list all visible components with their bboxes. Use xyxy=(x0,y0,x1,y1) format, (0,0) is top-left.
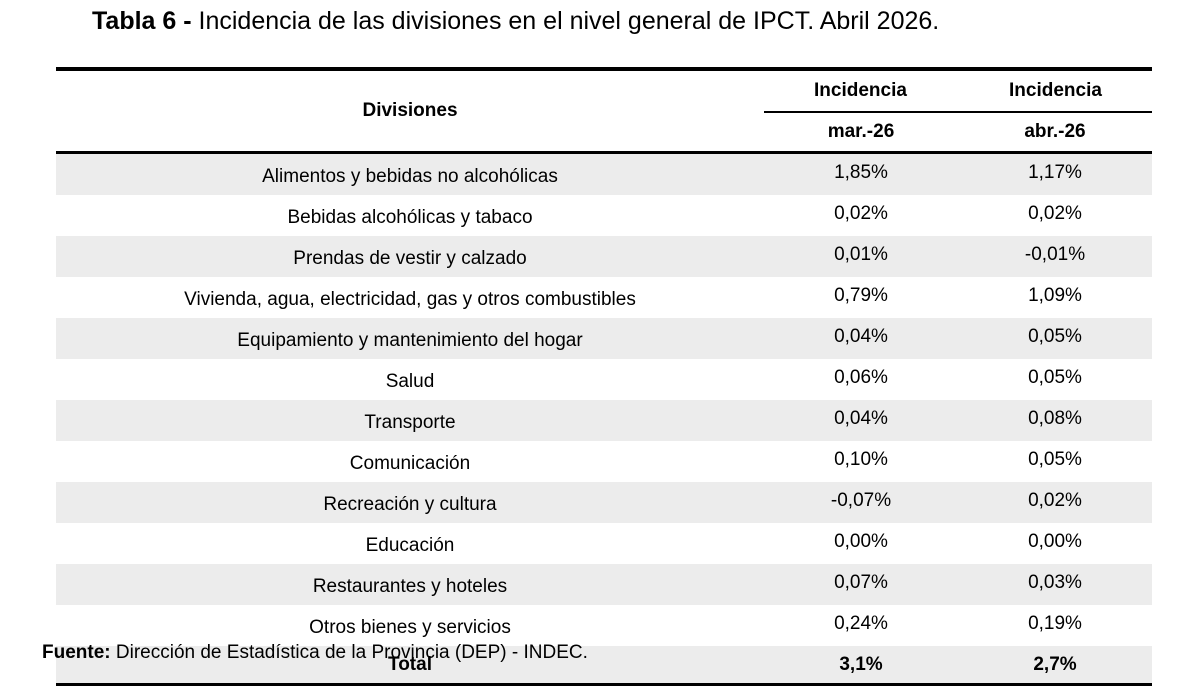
header-period-mar: mar.-26 xyxy=(827,121,895,142)
table-row: Salud 0,06% 0,05% xyxy=(56,359,1152,400)
division-cell: Salud xyxy=(385,371,435,392)
table-row: Prendas de vestir y calzado 0,01% -0,01% xyxy=(56,236,1152,277)
table-row: Comunicación 0,10% 0,05% xyxy=(56,441,1152,482)
table-row: Equipamiento y mantenimiento del hogar 0,… xyxy=(56,318,1152,359)
division-cell: Equipamiento y mantenimiento del hogar xyxy=(56,318,764,359)
source-text: Dirección de Estadística de la Provincia… xyxy=(110,642,588,663)
source-note: Fuente: Dirección de Estadística de la P… xyxy=(42,640,588,666)
header-incidencia-mar: Incidencia xyxy=(764,69,959,113)
header-period-abr: abr.-26 xyxy=(1024,121,1086,142)
table-header: Divisiones Incidencia Incidencia mar.-26… xyxy=(56,69,1152,153)
incidence-mar-cell: 0,01% xyxy=(764,236,958,277)
table-row: Restaurantes y hoteles 0,07% 0,03% xyxy=(56,564,1152,605)
division-cell: Bebidas alcohólicas y tabaco xyxy=(287,207,533,228)
incidence-table: Divisiones Incidencia Incidencia mar.-26… xyxy=(56,67,1152,686)
incidence-mar-cell: 0,04% xyxy=(764,400,958,441)
incidence-abr-cell: 0,00% xyxy=(1028,531,1082,552)
incidence-abr-cell: 0,05% xyxy=(1028,367,1082,388)
incidence-mar-cell: 0,79% xyxy=(834,285,888,306)
division-cell: Comunicación xyxy=(349,453,471,474)
incidence-abr-cell: 1,17% xyxy=(958,152,1152,195)
table-row: Educación 0,00% 0,00% xyxy=(56,523,1152,564)
incidence-mar-cell: -0,07% xyxy=(764,482,958,523)
incidence-abr-cell: 0,19% xyxy=(1028,613,1082,634)
table-title-text: Incidencia de las divisiones en el nivel… xyxy=(191,7,940,35)
table-row: Alimentos y bebidas no alcohólicas 1,85% 1… xyxy=(56,152,1152,195)
total-mar-cell: 3,1% xyxy=(764,646,958,686)
header-divisiones: Divisiones xyxy=(362,100,458,121)
table-row: Vivienda, agua, electricidad, gas y otro… xyxy=(56,277,1152,318)
incidence-mar-cell: 1,85% xyxy=(764,152,958,195)
division-cell: Vivienda, agua, electricidad, gas y otro… xyxy=(184,289,636,310)
incidence-abr-cell: 1,09% xyxy=(1028,285,1082,306)
incidence-abr-cell: 0,02% xyxy=(1028,203,1082,224)
incidence-mar-cell: 0,07% xyxy=(764,564,958,605)
division-cell: Restaurantes y hoteles xyxy=(56,564,764,605)
table-row: Bebidas alcohólicas y tabaco 0,02% 0,02% xyxy=(56,195,1152,236)
table-row: Transporte 0,04% 0,08% xyxy=(56,400,1152,441)
division-cell: Educación xyxy=(365,535,455,556)
table-body: Alimentos y bebidas no alcohólicas 1,85% 1… xyxy=(56,152,1152,686)
division-cell: Prendas de vestir y calzado xyxy=(56,236,764,277)
table-row: Otros bienes y servicios 0,24% 0,19% xyxy=(56,605,1152,646)
incidence-abr-cell: 0,08% xyxy=(958,400,1152,441)
incidence-mar-cell: 0,24% xyxy=(834,613,888,634)
division-cell: Transporte xyxy=(56,400,764,441)
incidence-abr-cell: 0,05% xyxy=(958,318,1152,359)
incidence-mar-cell: 0,10% xyxy=(834,449,888,470)
incidence-mar-cell: 0,06% xyxy=(834,367,888,388)
incidence-mar-cell: 0,00% xyxy=(834,531,888,552)
incidence-abr-cell: 0,03% xyxy=(958,564,1152,605)
source-label: Fuente: xyxy=(42,642,111,663)
table-row: Recreación y cultura -0,07% 0,02% xyxy=(56,482,1152,523)
division-cell: Alimentos y bebidas no alcohólicas xyxy=(56,152,764,195)
division-cell: Otros bienes y servicios xyxy=(309,617,511,638)
total-abr-cell: 2,7% xyxy=(958,646,1152,686)
table-title: Tabla 6 - Incidencia de las divisiones e… xyxy=(92,4,939,38)
incidence-abr-cell: 0,05% xyxy=(1028,449,1082,470)
incidence-abr-cell: -0,01% xyxy=(958,236,1152,277)
incidence-mar-cell: 0,04% xyxy=(764,318,958,359)
incidence-abr-cell: 0,02% xyxy=(958,482,1152,523)
incidence-mar-cell: 0,02% xyxy=(834,203,888,224)
header-incidencia-abr: Incidencia xyxy=(958,69,1152,113)
division-cell: Recreación y cultura xyxy=(56,482,764,523)
table-title-lead: Tabla 6 - xyxy=(92,7,192,35)
